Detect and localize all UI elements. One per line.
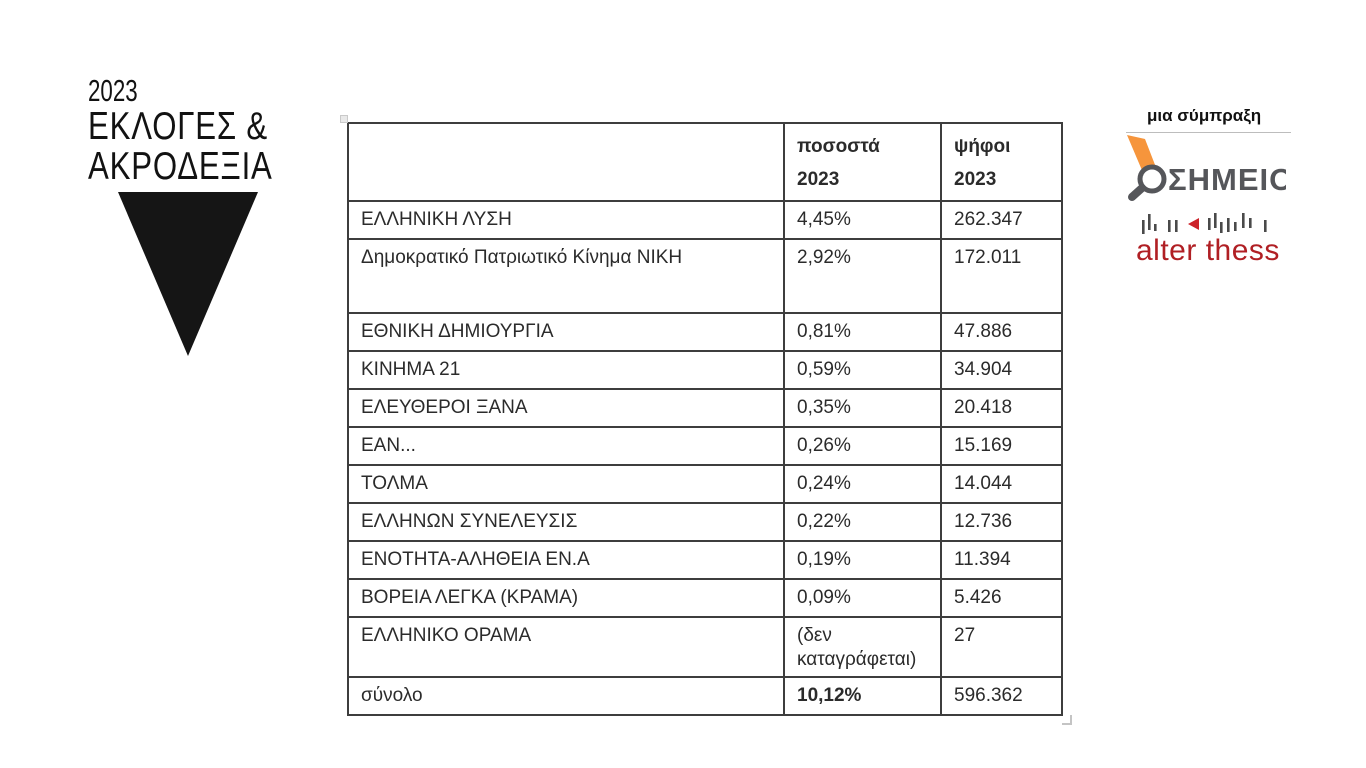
header-percent-line2: 2023 xyxy=(797,169,840,190)
cell-votes: 20.418 xyxy=(940,388,1063,428)
table-row: ΕΛΛΗΝΩΝ ΣΥΝΕΛΕΥΣΙΣ 0,22% 12.736 xyxy=(347,502,1063,542)
header-percent: ποσοστά 2023 xyxy=(783,122,942,202)
cell-votes: 11.394 xyxy=(940,540,1063,580)
down-triangle-graphic xyxy=(118,192,258,356)
header-votes: ψήφοι 2023 xyxy=(940,122,1063,202)
cell-votes: 12.736 xyxy=(940,502,1063,542)
cell-votes: 262.347 xyxy=(940,200,1063,240)
cell-pct: 0,22% xyxy=(783,502,942,542)
header-row: ποσοστά 2023 ψήφοι 2023 xyxy=(347,122,1063,202)
cell-party: ΕΛΛΗΝΙΚΟ ΟΡΑΜΑ xyxy=(347,616,785,678)
table-move-handle xyxy=(340,115,348,123)
cell-pct: 0,81% xyxy=(783,312,942,352)
table-row: ΕΛΛΗΝΙΚΟ ΟΡΑΜΑ (δεν καταγράφεται) 27 xyxy=(347,616,1063,678)
cell-votes: 27 xyxy=(940,616,1063,678)
cell-party: ΕΘΝΙΚΗ ΔΗΜΙΟΥΡΓΙΑ xyxy=(347,312,785,352)
title-line-elections: ΕΚΛΟΓΕΣ & xyxy=(88,105,269,148)
table-row: ΕΛΕΥΘΕΡΟΙ ΞΑΝΑ 0,35% 20.418 xyxy=(347,388,1063,428)
table-row: ΒΟΡΕΙΑ ΛΕΓΚΑ (ΚΡΑΜΑ) 0,09% 5.426 xyxy=(347,578,1063,618)
table-row: ΕΘΝΙΚΗ ΔΗΜΙΟΥΡΓΙΑ 0,81% 47.886 xyxy=(347,312,1063,352)
header-party-empty xyxy=(347,122,785,202)
alterthess-logo: alter thess xyxy=(1136,213,1280,267)
cell-pct: 0,26% xyxy=(783,426,942,466)
cell-party: ΤΟΛΜΑ xyxy=(347,464,785,504)
cell-votes: 15.169 xyxy=(940,426,1063,466)
cell-pct: 0,59% xyxy=(783,350,942,390)
table-row: ΕΛΛΗΝΙΚΗ ΛΥΣΗ 4,45% 262.347 xyxy=(347,200,1063,240)
cell-party: ΕΝΟΤΗΤΑ-ΑΛΗΘΕΙΑ ΕΝ.Α xyxy=(347,540,785,580)
cell-votes: 14.044 xyxy=(940,464,1063,504)
waveform-ticks-icon xyxy=(1142,213,1267,234)
cell-party: σύνολο xyxy=(347,676,785,716)
header-percent-line1: ποσοστά xyxy=(797,136,880,157)
cell-party: ΒΟΡΕΙΑ ΛΕΓΚΑ (ΚΡΑΜΑ) xyxy=(347,578,785,618)
header-votes-line1: ψήφοι xyxy=(954,136,1011,157)
table-resize-handle xyxy=(1062,715,1072,725)
title-line-farright: ΑΚΡΟΔΕΞΙΑ xyxy=(88,145,273,188)
simeio-wordmark: ΣΗΜΕΙΟ xyxy=(1168,162,1286,197)
cell-pct: 0,35% xyxy=(783,388,942,428)
table-row: Δημοκρατικό Πατριωτικό Κίνημα ΝΙΚΗ 2,92% 1… xyxy=(347,238,1063,314)
cell-votes: 34.904 xyxy=(940,350,1063,390)
partners-block: μια σύμπραξη ΣΗΜΕΙΟ xyxy=(1126,105,1296,272)
table-row: ΕΑΝ... 0,26% 15.169 xyxy=(347,426,1063,466)
cell-party: ΚΙΝΗΜΑ 21 xyxy=(347,350,785,390)
partners-caption: μια σύμπραξη xyxy=(1147,106,1262,125)
partners-divider xyxy=(1126,132,1291,133)
cell-party: ΕΑΝ... xyxy=(347,426,785,466)
title-year: 2023 xyxy=(88,73,138,108)
left-arrow-icon xyxy=(1188,218,1199,230)
cell-party: Δημοκρατικό Πατριωτικό Κίνημα ΝΙΚΗ xyxy=(347,238,785,314)
results-table-body: ΕΛΛΗΝΙΚΗ ΛΥΣΗ 4,45% 262.347 Δημοκρατικό Πατ… xyxy=(347,200,1063,716)
cell-votes: 47.886 xyxy=(940,312,1063,352)
simeio-logo: ΣΗΜΕΙΟ xyxy=(1127,135,1286,201)
results-table-wrap: ποσοστά 2023 ψήφοι 2023 ΕΛΛΗΝΙΚΗ ΛΥΣΗ 4,4… xyxy=(340,115,1072,725)
slide-title: 2023 ΕΚΛΟΓΕΣ & ΑΚΡΟΔΕΞΙΑ xyxy=(88,74,319,187)
table-row: ΕΝΟΤΗΤΑ-ΑΛΗΘΕΙΑ ΕΝ.Α 0,19% 11.394 xyxy=(347,540,1063,580)
magnifier-handle-icon xyxy=(1128,184,1146,201)
alterthess-wordmark: alter thess xyxy=(1136,234,1280,267)
cell-votes: 172.011 xyxy=(940,238,1063,314)
cell-pct: 10,12% xyxy=(783,676,942,716)
table-row: ΤΟΛΜΑ 0,24% 14.044 xyxy=(347,464,1063,504)
cell-pct: 4,45% xyxy=(783,200,942,240)
table-row: σύνολο 10,12% 596.362 xyxy=(347,676,1063,716)
cell-pct: (δεν καταγράφεται) xyxy=(783,616,942,678)
magnifier-icon xyxy=(1137,164,1167,194)
cell-pct: 0,19% xyxy=(783,540,942,580)
header-votes-line2: 2023 xyxy=(954,169,997,190)
cell-votes: 5.426 xyxy=(940,578,1063,618)
cell-pct: 2,92% xyxy=(783,238,942,314)
cell-party: ΕΛΛΗΝΩΝ ΣΥΝΕΛΕΥΣΙΣ xyxy=(347,502,785,542)
cell-pct: 0,24% xyxy=(783,464,942,504)
cell-pct: 0,09% xyxy=(783,578,942,618)
cell-party: ΕΛΕΥΘΕΡΟΙ ΞΑΝΑ xyxy=(347,388,785,428)
results-table: ποσοστά 2023 ψήφοι 2023 ΕΛΛΗΝΙΚΗ ΛΥΣΗ 4,4… xyxy=(347,122,1063,716)
cell-votes: 596.362 xyxy=(940,676,1063,716)
cell-party: ΕΛΛΗΝΙΚΗ ΛΥΣΗ xyxy=(347,200,785,240)
table-row: ΚΙΝΗΜΑ 21 0,59% 34.904 xyxy=(347,350,1063,390)
